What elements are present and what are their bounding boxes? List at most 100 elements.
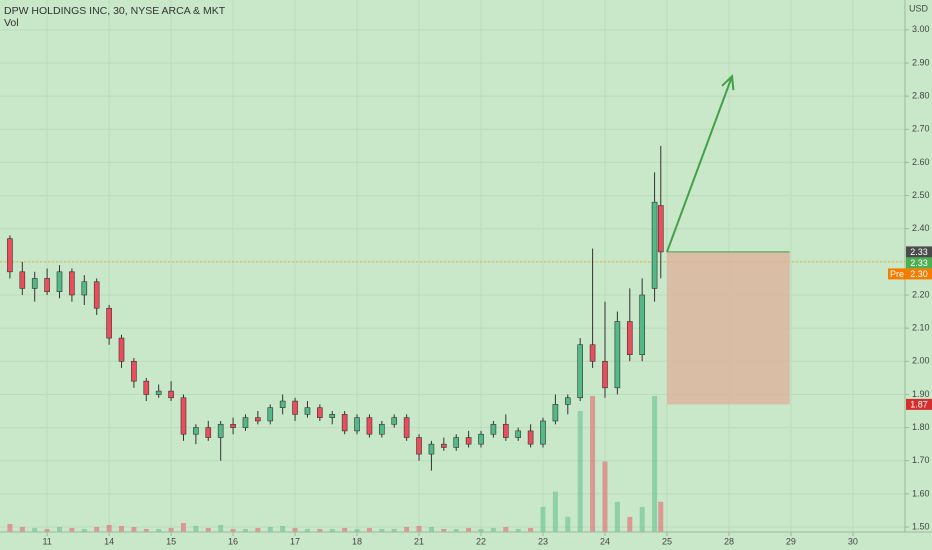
volume-bar (565, 516, 571, 532)
candle-body (441, 443, 447, 448)
candle-body (292, 400, 298, 415)
volume-bar (503, 526, 509, 532)
volume-bar (118, 525, 124, 532)
volume-bar (515, 528, 521, 532)
x-tick-label: 24 (600, 536, 610, 546)
price-label: 2.33 (910, 258, 928, 268)
volume-bar (230, 528, 236, 532)
volume-bar (267, 526, 273, 532)
candle-body (639, 294, 645, 355)
volume-bar (627, 516, 633, 532)
volume-pane (7, 396, 664, 532)
candle-body (69, 271, 75, 296)
candle-body (503, 423, 509, 438)
candle-body (602, 360, 608, 389)
arrow-head (721, 74, 735, 91)
volume-bar (428, 526, 434, 532)
volume-bar (292, 527, 298, 532)
candle-body (19, 271, 26, 289)
candle-body (56, 271, 63, 292)
y-tick-label: 1.50 (912, 521, 930, 531)
volume-bar (193, 525, 199, 532)
volume-bar (218, 524, 224, 532)
y-tick-label: 1.60 (912, 488, 930, 498)
y-tick-label: 2.70 (912, 124, 930, 134)
candle-body (428, 443, 435, 455)
volume-bar (528, 527, 534, 532)
candle-body (106, 307, 112, 339)
y-tick-label: 2.80 (912, 90, 930, 100)
y-tick-label: 3.00 (912, 24, 930, 34)
y-tick-label: 1.90 (912, 389, 930, 399)
candle-body (478, 433, 484, 445)
candle-body (44, 278, 50, 292)
y-tick-label: 2.50 (912, 190, 930, 200)
currency-label: USD (909, 3, 929, 13)
volume-bar (614, 501, 620, 532)
candle-body (180, 397, 187, 435)
candle-body (366, 417, 373, 435)
candle-body (131, 360, 137, 382)
volume-bar (242, 528, 248, 532)
candle-body (564, 397, 571, 405)
price-label: 2.33 (910, 247, 928, 257)
volume-bar (329, 528, 335, 532)
volume-bar (590, 396, 596, 532)
axes: 1.50 1.60 1.70 1.80 1.90 2.00 2.10 2.20 2.30 2.40… (42, 24, 932, 546)
volume-bar (106, 524, 112, 532)
volume-bar (94, 526, 100, 532)
candle-body (490, 423, 497, 435)
x-tick-label: 29 (786, 536, 796, 546)
volume-bar (205, 527, 211, 532)
volume-bar (156, 528, 162, 532)
arrow-shaft (666, 75, 733, 253)
price-pane (7, 145, 664, 471)
volume-bar (317, 528, 323, 532)
x-tick-label: 23 (538, 536, 548, 546)
candle-body (527, 430, 534, 445)
volume-bar (658, 501, 664, 532)
volume-bar (416, 525, 422, 532)
volume-bar (354, 528, 360, 532)
price-label-box (906, 268, 932, 280)
candle-body (453, 437, 460, 448)
candle-body (205, 427, 212, 438)
x-tick-label: 11 (42, 536, 51, 546)
price-tag: Pre (890, 269, 904, 279)
candle-body (242, 417, 249, 428)
y-tick-label: 1.70 (912, 455, 930, 465)
drawings (666, 74, 790, 405)
candle-body (329, 414, 336, 418)
x-tick-label: 14 (104, 536, 114, 546)
volume-bar (280, 525, 286, 532)
price-label-box (906, 246, 932, 258)
y-tick-label: 1.80 (912, 422, 930, 432)
candle-body (391, 417, 398, 425)
volume-bar (44, 528, 50, 532)
candle-body (657, 205, 664, 253)
position-box (666, 251, 790, 405)
volume-bar (602, 461, 608, 532)
candle-body (81, 281, 88, 296)
y-tick-label: 2.40 (912, 223, 930, 233)
candle-body (379, 423, 385, 435)
x-tick-label: 16 (228, 536, 238, 546)
volume-bar (391, 528, 397, 532)
volume-label: Vol (4, 17, 19, 29)
volume-bar (466, 527, 472, 532)
volume-bar (552, 491, 558, 532)
y-tick-label: 2.10 (912, 323, 930, 333)
volume-bar (441, 528, 447, 532)
candle-body (589, 344, 596, 362)
y-tick-label: 2.00 (912, 356, 930, 366)
candle-body (279, 400, 286, 409)
candle-body (341, 414, 348, 432)
volume-bar (540, 506, 546, 532)
price-tag-box (888, 268, 906, 280)
price-label-box (906, 257, 932, 269)
candle-body (465, 437, 472, 445)
candle-body (168, 390, 174, 399)
volume-bar (7, 523, 13, 532)
price-label-box (906, 398, 932, 410)
